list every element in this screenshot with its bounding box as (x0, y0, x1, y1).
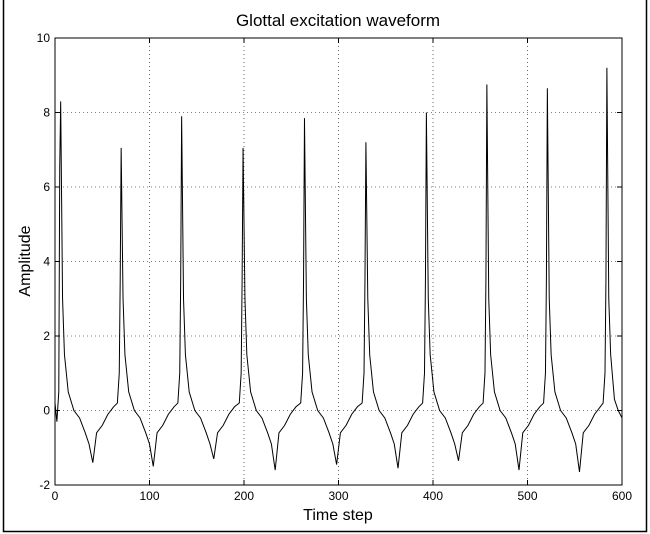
y-tick-label: 10 (37, 31, 51, 45)
y-tick-label: 0 (43, 404, 50, 418)
x-tick-label: 600 (612, 489, 632, 503)
x-tick-label: 200 (234, 489, 254, 503)
y-tick-label: 8 (43, 106, 50, 120)
waveform-line (54, 67, 623, 473)
y-axis-label: Amplitude (17, 225, 34, 296)
x-tick-label: 400 (423, 489, 443, 503)
plot-frame (54, 37, 623, 486)
y-tick-label: 6 (43, 180, 50, 194)
x-tick-label: 500 (517, 489, 537, 503)
y-tick-label: 2 (43, 329, 50, 343)
x-tick-label: 0 (52, 489, 59, 503)
x-tick-label: 300 (328, 489, 348, 503)
chart-title: Glottal excitation waveform (236, 11, 440, 30)
x-axis-label: Time step (303, 507, 373, 524)
y-tick-label: -2 (39, 478, 50, 492)
x-tick-label: 100 (139, 489, 159, 503)
y-tick-label: 4 (43, 255, 50, 269)
